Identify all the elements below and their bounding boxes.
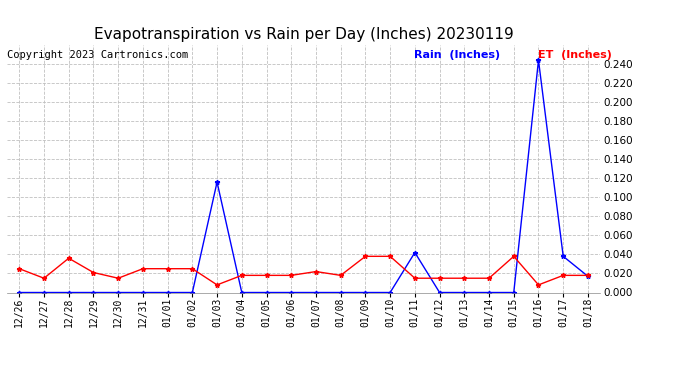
Rain  (Inches)	[312, 290, 320, 295]
Rain  (Inches)	[89, 290, 97, 295]
Rain  (Inches)	[213, 180, 221, 184]
ET  (Inches)	[312, 269, 320, 274]
ET  (Inches)	[287, 273, 295, 278]
ET  (Inches)	[188, 267, 197, 271]
Text: Rain  (Inches): Rain (Inches)	[414, 50, 500, 60]
ET  (Inches)	[164, 267, 172, 271]
ET  (Inches)	[65, 256, 73, 261]
Rain  (Inches)	[114, 290, 122, 295]
ET  (Inches)	[584, 273, 592, 278]
Line: Rain  (Inches): Rain (Inches)	[17, 58, 591, 295]
ET  (Inches)	[386, 254, 394, 259]
Rain  (Inches)	[485, 290, 493, 295]
Rain  (Inches)	[15, 290, 23, 295]
ET  (Inches)	[534, 283, 542, 287]
Rain  (Inches)	[65, 290, 73, 295]
Rain  (Inches)	[237, 290, 246, 295]
Rain  (Inches)	[435, 290, 444, 295]
ET  (Inches)	[510, 254, 518, 259]
Rain  (Inches)	[559, 254, 567, 259]
Rain  (Inches)	[584, 274, 592, 279]
Rain  (Inches)	[287, 290, 295, 295]
Rain  (Inches)	[188, 290, 197, 295]
ET  (Inches)	[40, 276, 48, 280]
ET  (Inches)	[89, 270, 97, 275]
Rain  (Inches)	[362, 290, 370, 295]
ET  (Inches)	[559, 273, 567, 278]
Rain  (Inches)	[534, 58, 542, 63]
ET  (Inches)	[435, 276, 444, 280]
ET  (Inches)	[460, 276, 469, 280]
Rain  (Inches)	[262, 290, 270, 295]
Rain  (Inches)	[164, 290, 172, 295]
Text: Copyright 2023 Cartronics.com: Copyright 2023 Cartronics.com	[7, 50, 188, 60]
Rain  (Inches)	[386, 290, 394, 295]
ET  (Inches)	[15, 267, 23, 271]
Text: ET  (Inches): ET (Inches)	[538, 50, 612, 60]
ET  (Inches)	[139, 267, 147, 271]
ET  (Inches)	[114, 276, 122, 280]
Rain  (Inches)	[337, 290, 345, 295]
ET  (Inches)	[237, 273, 246, 278]
ET  (Inches)	[262, 273, 270, 278]
Rain  (Inches)	[139, 290, 147, 295]
Rain  (Inches)	[411, 250, 419, 255]
ET  (Inches)	[337, 273, 345, 278]
ET  (Inches)	[213, 283, 221, 287]
ET  (Inches)	[362, 254, 370, 259]
Line: ET  (Inches): ET (Inches)	[17, 254, 591, 287]
ET  (Inches)	[411, 276, 419, 280]
Title: Evapotranspiration vs Rain per Day (Inches) 20230119: Evapotranspiration vs Rain per Day (Inch…	[94, 27, 513, 42]
Rain  (Inches)	[510, 290, 518, 295]
Rain  (Inches)	[460, 290, 469, 295]
ET  (Inches)	[485, 276, 493, 280]
Rain  (Inches)	[40, 290, 48, 295]
